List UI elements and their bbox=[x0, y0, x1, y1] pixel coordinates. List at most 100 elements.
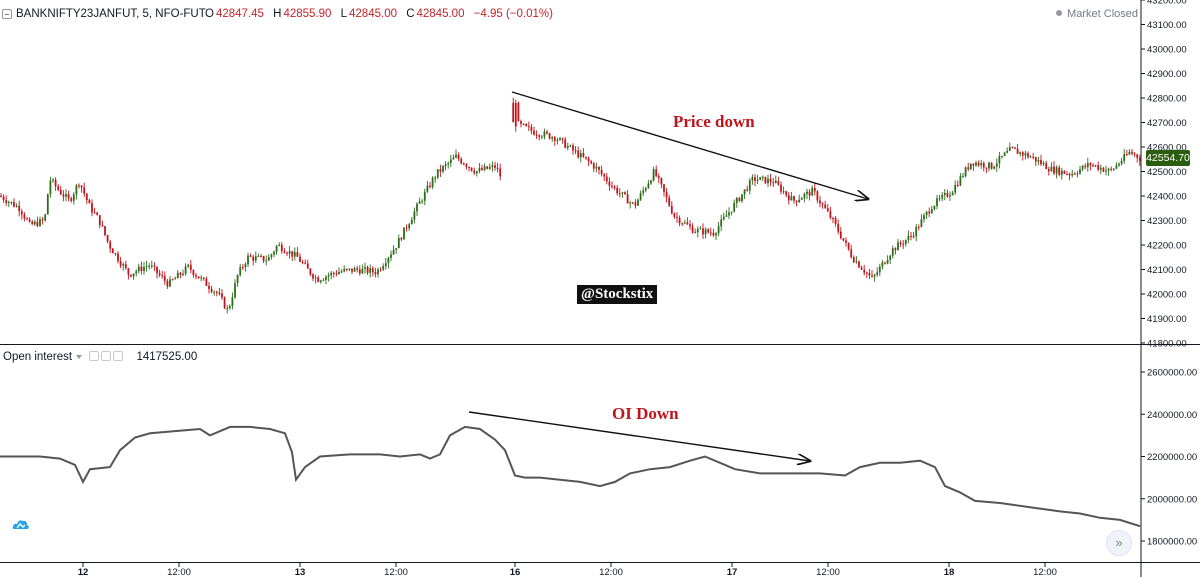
candle-body bbox=[855, 261, 858, 263]
symbol-text: BANKNIFTY23JANFUT, 5, NFO-FUT bbox=[16, 8, 206, 20]
candle-body bbox=[772, 182, 775, 184]
candle-body bbox=[982, 163, 985, 168]
candle-body bbox=[595, 166, 598, 169]
candle-body bbox=[832, 217, 834, 219]
candle-body bbox=[163, 276, 166, 281]
candle-body bbox=[800, 198, 803, 200]
oi-legend[interactable]: Open interest 1417525.00 bbox=[3, 351, 197, 364]
candle-body bbox=[156, 266, 158, 274]
candle-body bbox=[325, 276, 327, 280]
candle-body bbox=[260, 255, 262, 257]
candle-body bbox=[379, 269, 382, 271]
candle-body bbox=[403, 227, 405, 240]
candle-body bbox=[413, 211, 416, 220]
candle-body bbox=[585, 156, 587, 159]
scroll-right-icon[interactable]: » bbox=[1106, 530, 1132, 556]
price-tick-label: 42800.00 bbox=[1147, 94, 1187, 105]
candle-body bbox=[421, 200, 424, 202]
candle-body bbox=[988, 162, 990, 169]
candle-body bbox=[886, 259, 889, 264]
candle-body bbox=[13, 201, 15, 207]
candle-body bbox=[803, 193, 806, 199]
candle-body bbox=[449, 159, 452, 164]
candle-body bbox=[1138, 157, 1141, 161]
candle-body bbox=[553, 137, 556, 141]
candle-body bbox=[312, 274, 314, 279]
hide-icon[interactable] bbox=[101, 351, 112, 361]
market-status-text: Market Closed bbox=[1067, 8, 1138, 20]
candle-body bbox=[423, 191, 426, 201]
candle-body bbox=[1120, 161, 1123, 164]
candle-body bbox=[179, 272, 182, 275]
candle-body bbox=[928, 211, 931, 214]
candle-body bbox=[62, 194, 65, 197]
oi-tick-label: 2200000.00 bbox=[1147, 452, 1197, 463]
candle-body bbox=[998, 156, 1001, 164]
candle-body bbox=[213, 291, 216, 293]
candle-body bbox=[400, 238, 403, 240]
candle-body bbox=[1073, 173, 1076, 175]
candle-body bbox=[59, 189, 62, 195]
candle-body bbox=[397, 238, 400, 249]
candle-body bbox=[436, 169, 439, 178]
collapse-icon[interactable] bbox=[2, 9, 12, 19]
candle-body bbox=[205, 278, 208, 286]
price-tick-label: 43000.00 bbox=[1147, 45, 1187, 56]
candle-body bbox=[1097, 165, 1100, 170]
candle-body bbox=[647, 183, 650, 189]
candle-body bbox=[109, 241, 112, 249]
candle-body bbox=[733, 202, 736, 212]
candle-body bbox=[174, 278, 177, 280]
candle-body bbox=[418, 201, 421, 204]
high-value: 42855.90 bbox=[283, 8, 332, 20]
candle-body bbox=[28, 219, 31, 222]
candle-body bbox=[1115, 165, 1118, 169]
candle-body bbox=[821, 203, 824, 205]
candle-body bbox=[343, 269, 346, 272]
candle-body bbox=[533, 130, 535, 135]
candle-body bbox=[322, 279, 325, 281]
candle-body bbox=[980, 163, 983, 166]
symbol-label[interactable]: BANKNIFTY23JANFUT, 5, NFO-FUT bbox=[16, 8, 206, 20]
close-icon[interactable] bbox=[113, 351, 124, 361]
candle-body bbox=[481, 168, 483, 170]
candle-body bbox=[223, 297, 226, 309]
candle-body bbox=[189, 264, 192, 271]
candle-body bbox=[1107, 168, 1110, 171]
chevron-down-icon[interactable] bbox=[76, 355, 83, 359]
price-tick-label: 42200.00 bbox=[1147, 241, 1187, 252]
candle-body bbox=[920, 219, 923, 227]
candle-body bbox=[301, 261, 304, 263]
candle-body bbox=[182, 273, 184, 275]
candle-body bbox=[247, 255, 249, 265]
candle-body bbox=[577, 150, 580, 158]
candle-body bbox=[873, 274, 876, 277]
candle-body bbox=[782, 191, 785, 193]
candle-body bbox=[1011, 147, 1014, 149]
candle-body bbox=[660, 178, 663, 185]
candle-body bbox=[1047, 169, 1050, 172]
candle-body bbox=[1128, 151, 1131, 155]
candle-body bbox=[738, 197, 741, 202]
settings-icon[interactable] bbox=[89, 351, 100, 361]
candle-body bbox=[592, 163, 595, 169]
candle-body bbox=[1045, 163, 1048, 170]
price-tick-label: 42400.00 bbox=[1147, 192, 1187, 203]
candle-body bbox=[384, 263, 387, 267]
price-tick-label: 42000.00 bbox=[1147, 290, 1187, 301]
candle-body bbox=[709, 232, 712, 234]
candle-body bbox=[725, 215, 728, 217]
candle-body bbox=[631, 202, 634, 204]
candle-body bbox=[1008, 147, 1011, 151]
candle-body bbox=[1040, 160, 1042, 165]
candle-body bbox=[990, 162, 993, 169]
candle-body bbox=[416, 203, 418, 212]
candle-body bbox=[1006, 150, 1009, 153]
candle-body bbox=[863, 269, 866, 273]
open-key: O bbox=[205, 8, 214, 20]
candle-body bbox=[884, 262, 886, 264]
candle-body bbox=[699, 228, 702, 230]
candle-body bbox=[231, 297, 234, 307]
